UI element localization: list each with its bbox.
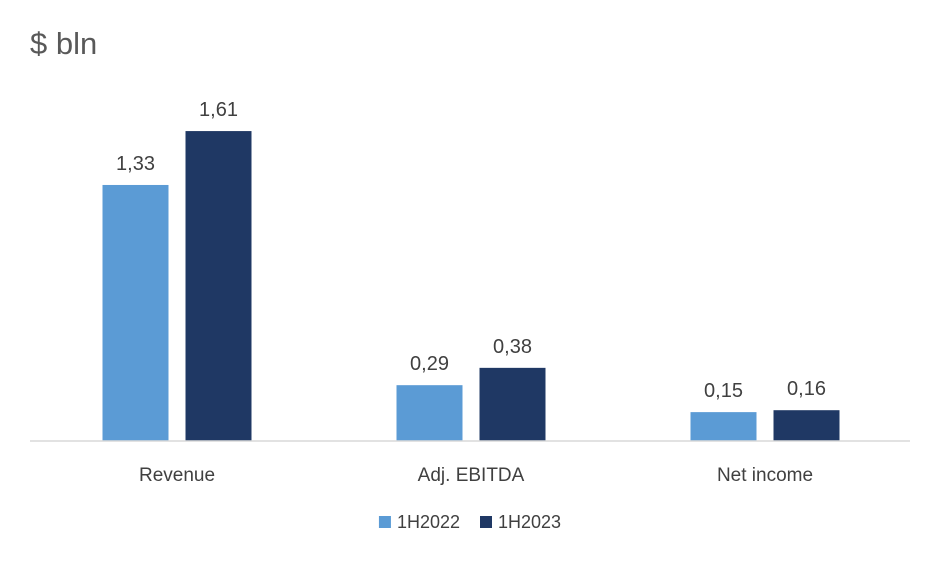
bars-group bbox=[102, 131, 840, 441]
category-label-net-income: Net income bbox=[717, 465, 813, 486]
data-label-adj-ebitda-1h2023: 0,38 bbox=[493, 336, 532, 358]
legend: 1H2022 1H2023 bbox=[378, 512, 561, 532]
data-label-net-income-1h2022: 0,15 bbox=[704, 380, 743, 402]
category-labels-group: Revenue Adj. EBITDA Net income bbox=[139, 465, 813, 486]
data-label-net-income-1h2023: 0,16 bbox=[787, 378, 826, 400]
data-label-revenue-1h2022: 1,33 bbox=[116, 153, 155, 175]
data-labels-group: 1,33 1,61 0,29 0,38 0,15 0,16 bbox=[116, 99, 826, 402]
legend-swatch-1h2022 bbox=[378, 516, 391, 528]
category-label-adj-ebitda: Adj. EBITDA bbox=[418, 465, 525, 486]
bar-net-income-1h2023 bbox=[773, 410, 840, 441]
bar-adj-ebitda-1h2023 bbox=[479, 367, 546, 441]
data-label-revenue-1h2023: 1,61 bbox=[199, 99, 238, 121]
chart-title: $ bln bbox=[30, 26, 98, 61]
legend-swatch-1h2023 bbox=[480, 516, 492, 528]
bar-adj-ebitda-1h2022 bbox=[396, 385, 463, 441]
bar-revenue-1h2023 bbox=[185, 131, 252, 441]
legend-label-1h2022: 1H2022 bbox=[397, 512, 460, 532]
legend-label-1h2023: 1H2023 bbox=[498, 512, 561, 532]
bar-net-income-1h2022 bbox=[690, 412, 757, 441]
data-label-adj-ebitda-1h2022: 0,29 bbox=[410, 353, 449, 375]
bar-revenue-1h2022 bbox=[102, 184, 169, 441]
category-label-revenue: Revenue bbox=[139, 465, 215, 486]
